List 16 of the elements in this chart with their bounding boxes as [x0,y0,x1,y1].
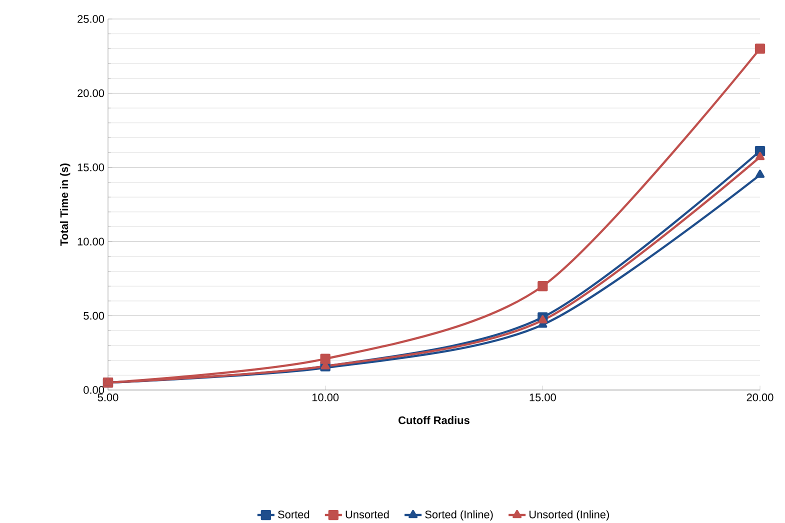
legend-label: Unsorted (Inline) [530,510,609,521]
x-tick-label: 5.00 [98,394,118,402]
y-tick-label: 25.00 [78,15,104,23]
x-tick-label: 15.00 [530,394,556,402]
y-tick-label: 0.00 [84,386,104,394]
legend-label: Sorted (Inline) [425,510,493,521]
legend-label: Sorted [278,510,310,518]
x-tick-label: 20.00 [746,394,774,402]
y-tick-label: 15.00 [78,164,104,172]
legend-label: Unsorted [346,510,389,518]
x-tick-label: 10.00 [312,394,339,402]
y-tick-label: 20.00 [78,89,104,98]
y-tick-label: 10.00 [78,238,104,246]
y-tick-label: 5.00 [84,312,104,320]
y-axis-title: Total Time in (s) [60,164,70,246]
x-axis-title: Cutoff Radius [398,416,470,424]
